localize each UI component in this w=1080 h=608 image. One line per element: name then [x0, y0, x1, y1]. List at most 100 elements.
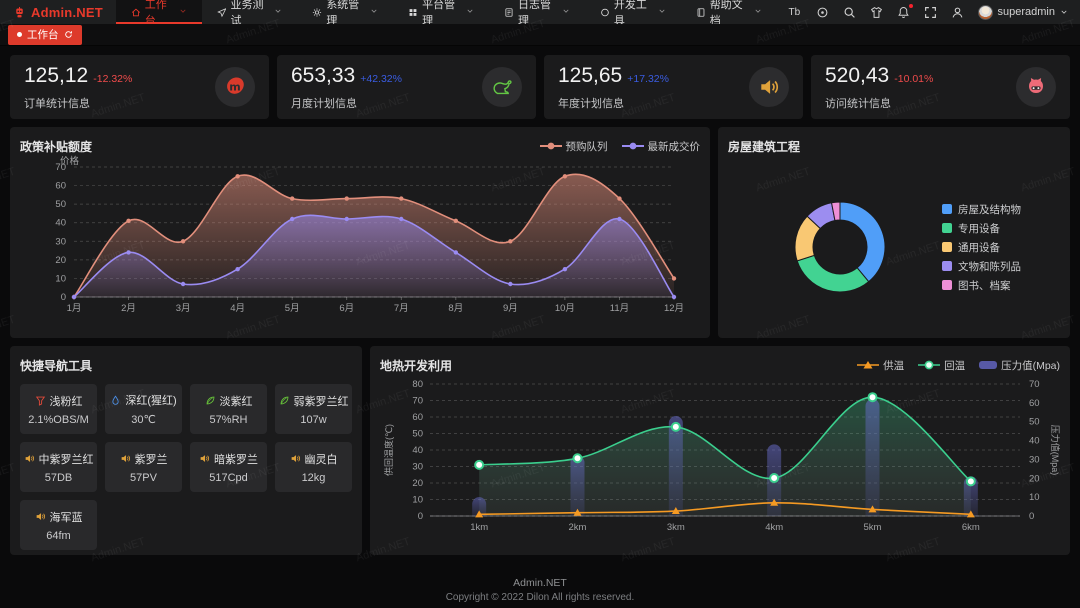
grid-icon [408, 7, 418, 18]
circle-icon [600, 7, 610, 18]
drop-icon [110, 394, 121, 406]
shortcut-button-6[interactable]: 暗紫罗兰 517Cpd [190, 442, 267, 492]
svg-text:0: 0 [61, 292, 66, 303]
svg-text:4月: 4月 [230, 303, 245, 314]
main-content: 125,12 -12.32% 订单统计信息 m 653,33 +42.32% 月度计划信息 1… [0, 46, 1080, 555]
svg-text:0: 0 [1029, 511, 1034, 522]
svg-text:10: 10 [1029, 492, 1040, 503]
shortcut-button-1[interactable]: 深红(猩红) 30℃ [105, 384, 182, 434]
app-logo[interactable]: Admin.NET [0, 0, 116, 24]
stat-delta: -12.32% [93, 73, 133, 85]
stat-value: 520,43 [825, 64, 890, 87]
legend-item-预购队列[interactable]: 预购队列 [539, 139, 608, 154]
legend-item-最新成交价[interactable]: 最新成交价 [621, 139, 700, 154]
nav-item-6[interactable]: 帮助文档 [681, 0, 777, 27]
username: superadmin [997, 6, 1055, 18]
svg-text:专用设备: 专用设备 [958, 222, 1000, 235]
shortcut-button-8[interactable]: 海军蓝 64fm [20, 500, 97, 550]
geothermal-title: 地热开发利用 [380, 358, 453, 373]
app-logo-text: Admin.NET [31, 4, 103, 20]
svg-text:40: 40 [412, 445, 423, 456]
svg-text:30: 30 [412, 462, 423, 473]
shortcut-button-7[interactable]: 幽灵白 12kg [275, 442, 352, 492]
speaker-icon [290, 453, 301, 464]
chevron-down-icon [754, 7, 762, 15]
profile-icon[interactable] [951, 6, 964, 19]
leaf-icon [205, 395, 216, 406]
svg-text:供回温度(℃): 供回温度(℃) [383, 424, 394, 476]
svg-text:0: 0 [418, 511, 423, 522]
svg-text:50: 50 [55, 199, 66, 210]
svg-text:20: 20 [412, 478, 423, 489]
building-donut-chart: 房屋及结构物 专用设备 通用设备 文物和陈列品 图书、档案 [728, 155, 1060, 335]
chevron-down-icon [562, 7, 570, 15]
shortcut-button-0[interactable]: 浅粉红 2.1%OBS/M [20, 384, 97, 434]
nav-item-5[interactable]: 开发工具 [585, 0, 681, 27]
svg-text:1km: 1km [470, 522, 488, 533]
font-size-icon[interactable]: Tb [788, 6, 801, 18]
legend-item-pressure[interactable]: 压力值(Mpa) [979, 358, 1060, 373]
subsidy-legend: 预购队列 最新成交价 [539, 139, 700, 154]
stat-icon-circle [749, 67, 789, 107]
user-menu[interactable]: superadmin [977, 4, 1068, 20]
version-icon[interactable] [816, 6, 829, 19]
panel-geothermal: 地热开发利用 供温 回温 压力值(Mpa) 0 10 20 30 40 50 60 70 80 0 10… [370, 346, 1070, 555]
svg-text:4km: 4km [765, 522, 783, 533]
top-navbar: Admin.NET 工作台 业务测试 系统管理 平台管理 日志管理 开发工具 帮助文档 Tb… [0, 0, 1080, 27]
stat-label: 订单统计信息 [24, 98, 90, 110]
theme-skin-icon[interactable] [870, 6, 883, 19]
geothermal-mixed-chart: 0 10 20 30 40 50 60 70 80 0 10 20 30 40 50 60 70 供回温度(℃) 压… [380, 374, 1060, 544]
legend-item-供温[interactable]: 供温 [857, 358, 904, 373]
svg-text:70: 70 [1029, 379, 1040, 390]
svg-text:8月: 8月 [448, 303, 463, 314]
nav-item-1[interactable]: 业务测试 [202, 0, 298, 27]
log-icon [504, 7, 514, 18]
nav-item-2[interactable]: 系统管理 [297, 0, 393, 27]
notification-dot [908, 3, 913, 8]
nav-item-0[interactable]: 工作台 [115, 0, 202, 27]
tab-bar: 工作台 [0, 24, 1080, 46]
bell-icon[interactable] [897, 3, 913, 19]
cat-icon [1025, 76, 1047, 98]
subsidy-title: 政策补贴额度 [20, 139, 93, 154]
legend-item-回温[interactable]: 回温 [918, 358, 965, 373]
tab-workbench[interactable]: 工作台 [8, 24, 82, 45]
svg-text:60: 60 [55, 181, 66, 192]
svg-text:80: 80 [412, 379, 423, 390]
shortcut-button-2[interactable]: 淡紫红 57%RH [190, 384, 267, 434]
footer-copyright: Copyright © 2022 Dilon All rights reserv… [445, 592, 635, 603]
svg-text:10月: 10月 [555, 303, 575, 314]
svg-text:文物和陈列品: 文物和陈列品 [958, 260, 1021, 273]
shortcut-button-4[interactable]: 中紫罗兰红 57DB [20, 442, 97, 492]
charts-row: 政策补贴额度 预购队列 最新成交价 0 10 20 30 40 50 60 70 价格 1月 2月 3月… [10, 127, 1070, 338]
svg-text:30: 30 [55, 236, 66, 247]
svg-text:9月: 9月 [503, 303, 518, 314]
svg-text:1月: 1月 [67, 303, 82, 314]
svg-text:10: 10 [412, 495, 423, 506]
geothermal-legend: 供温 回温 压力值(Mpa) [857, 358, 1060, 373]
stat-value: 653,33 [291, 64, 356, 87]
svg-text:2km: 2km [569, 522, 587, 533]
svg-text:3km: 3km [667, 522, 685, 533]
svg-text:20: 20 [1029, 473, 1040, 484]
chevron-down-icon [1060, 8, 1068, 16]
search-icon[interactable] [843, 6, 856, 19]
svg-text:60: 60 [412, 412, 423, 423]
refresh-icon[interactable] [64, 30, 73, 39]
svg-text:m: m [229, 81, 240, 94]
svg-text:通用设备: 通用设备 [958, 241, 1000, 254]
shortcut-button-3[interactable]: 弱紫罗兰红 107w [275, 384, 352, 434]
speaker-icon [120, 453, 131, 464]
fullscreen-icon[interactable] [924, 6, 937, 19]
chevron-down-icon [179, 7, 187, 15]
stat-label: 年度计划信息 [558, 98, 624, 110]
tab-label: 工作台 [27, 29, 59, 41]
stat-icon-circle: m [215, 67, 255, 107]
nav-item-3[interactable]: 平台管理 [393, 0, 489, 27]
stat-label: 访问统计信息 [825, 98, 891, 110]
stat-icon-circle [1016, 67, 1056, 107]
home-icon [131, 7, 141, 18]
shortcut-button-5[interactable]: 紫罗兰 57PV [105, 442, 182, 492]
nav-item-4[interactable]: 日志管理 [489, 0, 585, 27]
animal-icon [491, 76, 513, 98]
